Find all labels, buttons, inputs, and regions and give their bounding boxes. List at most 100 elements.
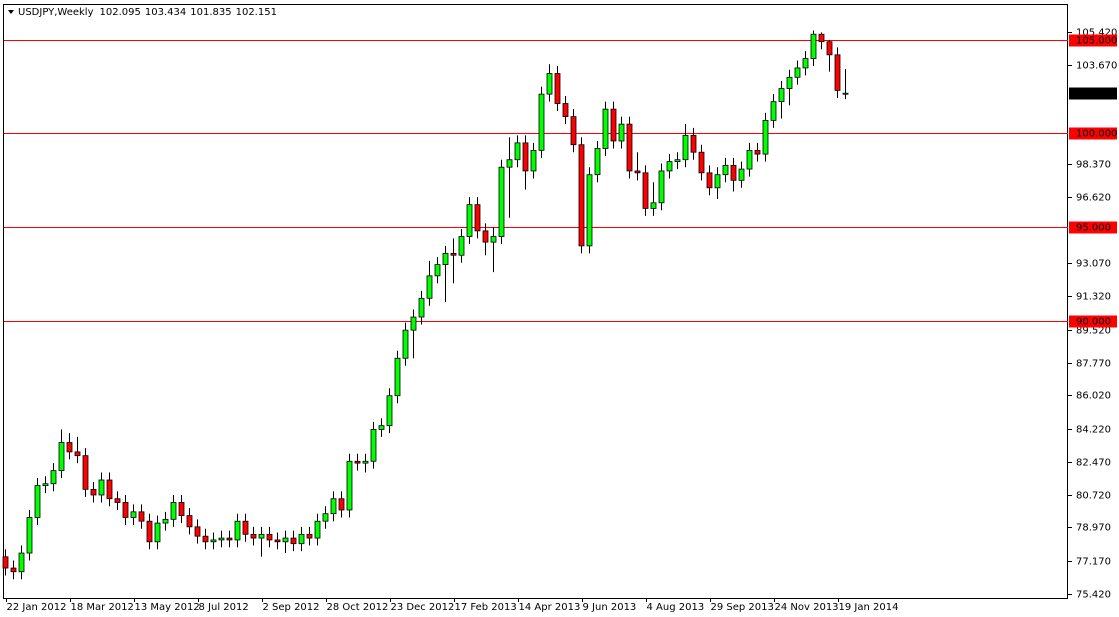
candle-body: [650, 202, 657, 209]
x-tick-label: 24 Nov 2013: [775, 602, 839, 613]
candle-body: [186, 515, 193, 528]
candle-body: [202, 535, 209, 543]
candle-body: [714, 174, 721, 189]
candle-body: [770, 101, 777, 121]
candle-body: [466, 204, 473, 237]
candle-body: [58, 442, 65, 472]
candle-body: [282, 537, 289, 543]
candle-body: [570, 116, 577, 146]
candle-body: [450, 252, 457, 256]
candle-body: [562, 103, 569, 118]
x-tick-label: 18 Mar 2012: [71, 602, 134, 613]
candle-body: [594, 148, 601, 176]
candle-body: [474, 204, 481, 232]
y-tick-label: 105.420: [1076, 28, 1117, 39]
candle-body: [290, 537, 297, 545]
candle-body: [322, 513, 329, 522]
candle-body: [18, 552, 25, 573]
candle-body: [482, 230, 489, 243]
candle-body: [442, 252, 449, 266]
candle-body: [98, 479, 105, 496]
high-value: 103.434: [145, 7, 186, 18]
open-value: 102.095: [100, 7, 141, 18]
candle-body: [778, 88, 785, 103]
candle-body: [746, 149, 753, 170]
candle-body: [122, 502, 129, 518]
candle-body: [434, 264, 441, 277]
candle-body: [234, 520, 241, 541]
candle-body: [722, 164, 729, 176]
candle-body: [522, 142, 529, 172]
level-tag: [1069, 221, 1117, 234]
candle-body: [394, 357, 401, 397]
y-tick-label: 78.970: [1076, 523, 1111, 534]
candle-body: [762, 119, 769, 155]
candle-body: [530, 149, 537, 172]
plot-frame: [3, 4, 1068, 599]
candle-body: [146, 520, 153, 543]
candle-body: [410, 316, 417, 331]
candle-body: [354, 460, 361, 464]
candle-body: [138, 511, 145, 522]
candle-body: [498, 166, 505, 237]
price-label: 102.151: [1076, 89, 1117, 100]
candle-body: [538, 93, 545, 151]
x-tick-label: 8 Jul 2012: [199, 602, 249, 613]
x-tick-label: 14 Apr 2013: [519, 602, 581, 613]
y-tick-label: 98.370: [1076, 160, 1111, 171]
candle-body: [74, 451, 81, 457]
candle-body: [490, 236, 497, 243]
candle-body: [658, 170, 665, 204]
y-tick-label: 82.470: [1076, 458, 1111, 469]
candle-body: [682, 134, 689, 161]
candle-body: [730, 164, 737, 181]
candle-body: [642, 172, 649, 209]
candle-body: [634, 170, 641, 174]
candle-body: [786, 76, 793, 89]
y-tick-label: 89.520: [1076, 326, 1111, 337]
candle-body: [82, 455, 89, 490]
candle-body: [754, 149, 761, 155]
x-tick-label: 23 Dec 2012: [391, 602, 455, 613]
level-label: 100.000: [1076, 129, 1117, 140]
level-tag: [1069, 315, 1117, 328]
y-tick-label: 84.220: [1076, 425, 1111, 436]
symbol: USDJPY,Weekly: [18, 7, 94, 18]
candle-body: [194, 526, 201, 537]
candle-body: [266, 533, 273, 541]
candle-body: [810, 33, 817, 59]
candle-body: [378, 425, 385, 430]
x-tick-label: 17 Feb 2013: [455, 602, 517, 613]
candle-body: [618, 123, 625, 142]
x-tick-label: 22 Jan 2012: [7, 602, 67, 613]
candle-body: [226, 537, 233, 541]
candle-body: [458, 236, 465, 256]
level-tag: [1069, 34, 1117, 47]
candle-body: [338, 498, 345, 511]
y-tick-label: 80.720: [1076, 491, 1111, 502]
x-tick-label: 13 May 2012: [135, 602, 200, 613]
header: USDJPY,Weekly 102.095 103.434 101.835 102.15…: [18, 7, 277, 18]
level-tag: [1069, 127, 1117, 140]
y-tick-label: 96.620: [1076, 193, 1111, 204]
candle-body: [706, 172, 713, 189]
x-tick-label: 2 Sep 2012: [263, 602, 320, 613]
x-tick-label: 28 Oct 2012: [327, 602, 389, 613]
candle-body: [242, 520, 249, 535]
x-tick-label: 19 Jan 2014: [839, 602, 899, 613]
candle-body: [738, 168, 745, 181]
candle-body: [154, 522, 161, 543]
candle-body: [258, 533, 265, 539]
candle-body: [426, 275, 433, 299]
candle-body: [626, 123, 633, 172]
candle-body: [130, 511, 137, 518]
candle-body: [834, 54, 841, 91]
y-tick-label: 86.020: [1076, 391, 1111, 402]
y-tick-label: 75.420: [1076, 590, 1111, 601]
candle-body: [826, 41, 833, 56]
x-tick-label: 9 Jun 2013: [583, 602, 637, 613]
close-value: 102.151: [236, 7, 277, 18]
candle-body: [578, 144, 585, 247]
